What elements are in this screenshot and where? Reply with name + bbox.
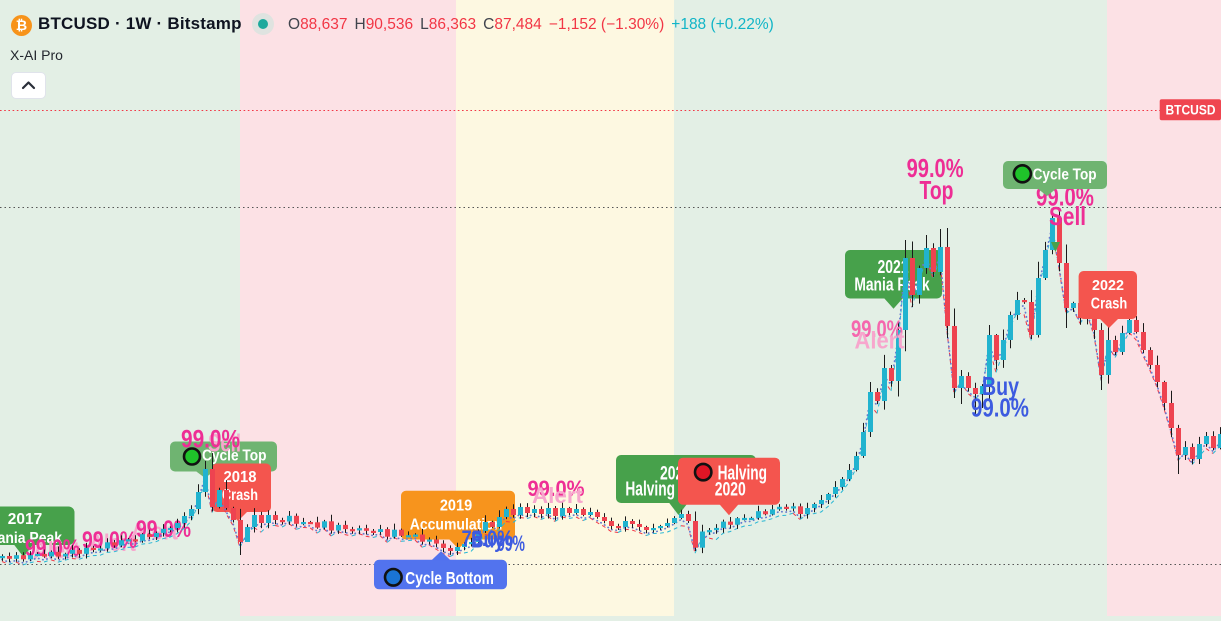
svg-text:2022: 2022 — [1092, 278, 1124, 294]
svg-text:99.0%: 99.0% — [25, 535, 80, 562]
svg-text:99.0%: 99.0% — [907, 153, 964, 183]
svg-text:Mania Peak: Mania Peak — [0, 530, 62, 547]
svg-text:2020: 2020 — [715, 480, 746, 501]
svg-text:Accumulation: Accumulation — [410, 516, 503, 533]
svg-text:Cycle Top: Cycle Top — [202, 448, 267, 465]
svg-text:75.0%: 75.0% — [462, 526, 514, 551]
svg-text:99%: 99% — [497, 531, 525, 556]
svg-text:99.0%: 99.0% — [971, 393, 1029, 423]
svg-text:99.0%: 99.0% — [181, 425, 240, 453]
svg-text:Alert: Alert — [855, 328, 905, 355]
svg-text:Top: Top — [920, 175, 954, 205]
svg-text:2021: 2021 — [878, 257, 909, 277]
svg-text:Crash: Crash — [1091, 296, 1127, 313]
svg-text:Buy: Buy — [471, 528, 505, 553]
svg-text:Cycle Top: Cycle Top — [1033, 166, 1097, 183]
svg-text:2018: 2018 — [224, 469, 257, 486]
svg-text:Buy: Buy — [982, 371, 1019, 401]
svg-text:2019: 2019 — [440, 498, 472, 515]
svg-text:Sell: Sell — [1049, 201, 1086, 231]
svg-text:Alert: Alert — [532, 483, 584, 508]
svg-text:BTCUSD: BTCUSD — [1166, 102, 1216, 118]
svg-text:Sell: Sell — [208, 430, 241, 458]
svg-text:Crash: Crash — [222, 487, 258, 504]
svg-text:Halving: Halving — [718, 462, 767, 484]
svg-text:2017: 2017 — [8, 511, 42, 528]
svg-text:99.0%: 99.0% — [851, 316, 903, 343]
svg-text:99.0%: 99.0% — [528, 476, 585, 501]
svg-text:Halving: Halving — [625, 479, 675, 501]
svg-text:Cycle Bottom: Cycle Bottom — [405, 568, 494, 588]
